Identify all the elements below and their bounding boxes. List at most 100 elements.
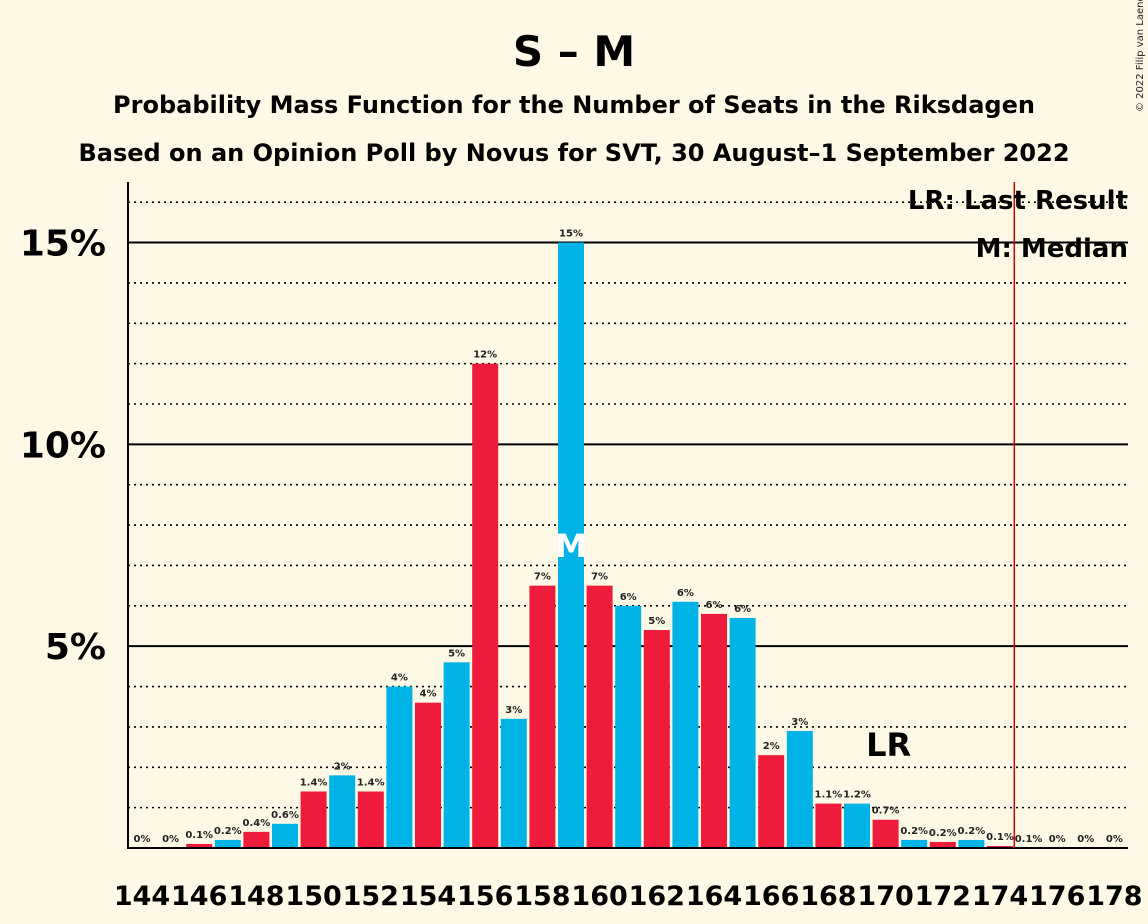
- value-label-161: 6%: [620, 592, 637, 603]
- x-tick-label: 176: [1029, 881, 1085, 912]
- x-tick-label: 150: [285, 881, 341, 912]
- legend-last-result: LR: Last Result: [908, 186, 1128, 216]
- value-label-155: 5%: [448, 648, 465, 659]
- x-tick-label: 168: [800, 881, 856, 912]
- annotations: LR M: [555, 182, 1016, 848]
- bar-148: [243, 831, 270, 848]
- x-tick-label: 166: [743, 881, 799, 912]
- value-label-166: 2%: [763, 741, 780, 752]
- bars: [186, 242, 1013, 848]
- bar-165: [729, 617, 756, 848]
- bar-155: [443, 662, 470, 848]
- x-tick-label: 172: [915, 881, 971, 912]
- chart-subtitle-2: Based on an Opinion Poll by Novus for SV…: [78, 139, 1069, 167]
- x-tick-label: 144: [114, 881, 170, 912]
- chart-title: S – M: [513, 27, 635, 76]
- x-tick-label: 154: [400, 881, 456, 912]
- x-tick-label: 148: [228, 881, 284, 912]
- value-label-151: 2%: [334, 761, 351, 772]
- bar-154: [415, 702, 441, 848]
- value-label-159: 15%: [559, 229, 583, 240]
- value-label-147: 0.2%: [214, 826, 242, 837]
- bar-164: [701, 613, 727, 848]
- bar-149: [272, 823, 298, 848]
- value-label-177: 0%: [1077, 834, 1094, 845]
- bar-156: [472, 363, 499, 848]
- bar-169: [844, 803, 870, 848]
- median-marker: M: [555, 527, 587, 565]
- value-label-145: 0%: [162, 834, 179, 845]
- bar-167: [786, 730, 813, 848]
- value-label-167: 3%: [791, 717, 808, 728]
- bar-162: [643, 630, 670, 848]
- value-label-165: 6%: [734, 604, 751, 615]
- bar-166: [758, 755, 785, 848]
- x-tick-label: 146: [171, 881, 227, 912]
- value-label-172: 0.2%: [929, 828, 957, 839]
- value-label-171: 0.2%: [900, 826, 928, 837]
- bar-152: [357, 791, 384, 848]
- bar-172: [929, 841, 956, 848]
- x-tick-labels: 144 146 148 150 152 154 156 158 160 162 164 166 168 1…: [114, 881, 1143, 912]
- x-tick-label: 160: [571, 881, 627, 912]
- value-label-148: 0.4%: [243, 818, 271, 829]
- value-label-164: 6%: [706, 600, 723, 611]
- bar-147: [214, 839, 241, 848]
- value-label-169: 1.2%: [843, 790, 871, 801]
- value-label-176: 0%: [1049, 834, 1066, 845]
- x-tick-label: 158: [514, 881, 570, 912]
- legend-median: M: Median: [976, 234, 1128, 264]
- y-tick-label: 15%: [20, 224, 106, 265]
- bar-146: [186, 843, 213, 848]
- value-label-149: 0.6%: [271, 810, 299, 821]
- x-tick-label: 164: [686, 881, 742, 912]
- bar-161: [615, 605, 642, 848]
- bar-170: [872, 819, 899, 848]
- value-label-152: 1.4%: [357, 777, 385, 788]
- value-label-156: 12%: [473, 350, 497, 361]
- copyright-text: © 2022 Filip van Laenen: [1135, 0, 1146, 112]
- bar-173: [958, 839, 985, 848]
- chart-subtitle: Probability Mass Function for the Number…: [113, 91, 1035, 119]
- y-tick-labels: 5% 10% 15%: [20, 224, 106, 669]
- value-label-154: 4%: [420, 689, 437, 700]
- bar-174: [987, 845, 1013, 848]
- x-tick-label: 170: [857, 881, 913, 912]
- x-tick-label: 156: [457, 881, 513, 912]
- y-tick-label: 5%: [45, 627, 106, 668]
- x-tick-label: 178: [1086, 881, 1142, 912]
- value-label-170: 0.7%: [872, 806, 900, 817]
- bar-159: [558, 242, 584, 848]
- last-result-marker: LR: [866, 726, 911, 764]
- value-label-150: 1.4%: [300, 777, 328, 788]
- bar-171: [901, 839, 928, 848]
- value-label-174: 0.1%: [986, 832, 1014, 843]
- value-label-157: 3%: [505, 705, 522, 716]
- value-label-162: 5%: [648, 616, 665, 627]
- bar-153: [386, 686, 413, 848]
- bar-158: [529, 585, 556, 848]
- bar-160: [586, 585, 613, 848]
- value-label-158: 7%: [534, 572, 551, 583]
- value-label-178: 0%: [1106, 834, 1123, 845]
- value-label-144: 0%: [134, 834, 151, 845]
- value-label-175: 0.1%: [1015, 834, 1043, 845]
- value-label-173: 0.2%: [958, 826, 986, 837]
- x-tick-label: 174: [972, 881, 1028, 912]
- bar-168: [815, 803, 842, 848]
- y-tick-label: 10%: [20, 425, 106, 466]
- axes: [127, 182, 1128, 849]
- value-labels: 0% 0% 0.1% 0.2%0.4%0.6%1.4%2%1.4%4%4%5%12%3…: [134, 229, 1123, 845]
- bar-157: [500, 718, 527, 848]
- value-label-146: 0.1%: [185, 830, 213, 841]
- bar-151: [329, 775, 356, 848]
- value-label-168: 1.1%: [815, 790, 843, 801]
- x-tick-label: 152: [343, 881, 399, 912]
- bar-163: [672, 601, 699, 848]
- value-label-163: 6%: [677, 588, 694, 599]
- value-label-160: 7%: [591, 572, 608, 583]
- bar-150: [300, 791, 327, 848]
- x-tick-label: 162: [629, 881, 685, 912]
- value-label-153: 4%: [391, 673, 408, 684]
